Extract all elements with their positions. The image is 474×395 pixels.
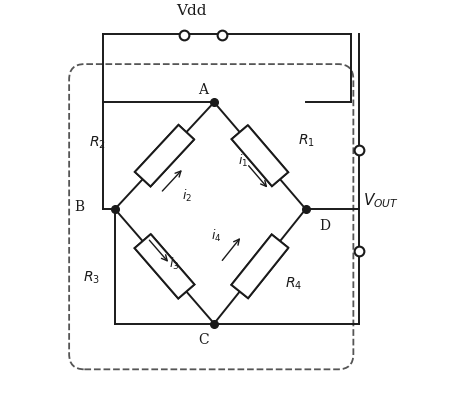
Text: $R_1$: $R_1$ bbox=[298, 132, 315, 149]
Text: $i_4$: $i_4$ bbox=[211, 228, 221, 244]
Text: $R_2$: $R_2$ bbox=[89, 134, 105, 150]
Polygon shape bbox=[231, 235, 288, 298]
Polygon shape bbox=[135, 125, 194, 186]
Polygon shape bbox=[135, 234, 194, 299]
Text: C: C bbox=[198, 333, 209, 347]
Text: $R_3$: $R_3$ bbox=[82, 269, 100, 286]
Text: Vdd: Vdd bbox=[176, 4, 207, 18]
Text: A: A bbox=[199, 83, 209, 96]
Text: $R_4$: $R_4$ bbox=[285, 275, 302, 292]
Text: $i_3$: $i_3$ bbox=[169, 256, 179, 273]
Text: $i_1$: $i_1$ bbox=[237, 153, 248, 169]
Text: B: B bbox=[74, 200, 84, 214]
Text: $i_2$: $i_2$ bbox=[182, 188, 192, 204]
Text: $V_{OUT}$: $V_{OUT}$ bbox=[363, 191, 399, 210]
Text: D: D bbox=[319, 218, 330, 233]
Polygon shape bbox=[232, 125, 288, 186]
